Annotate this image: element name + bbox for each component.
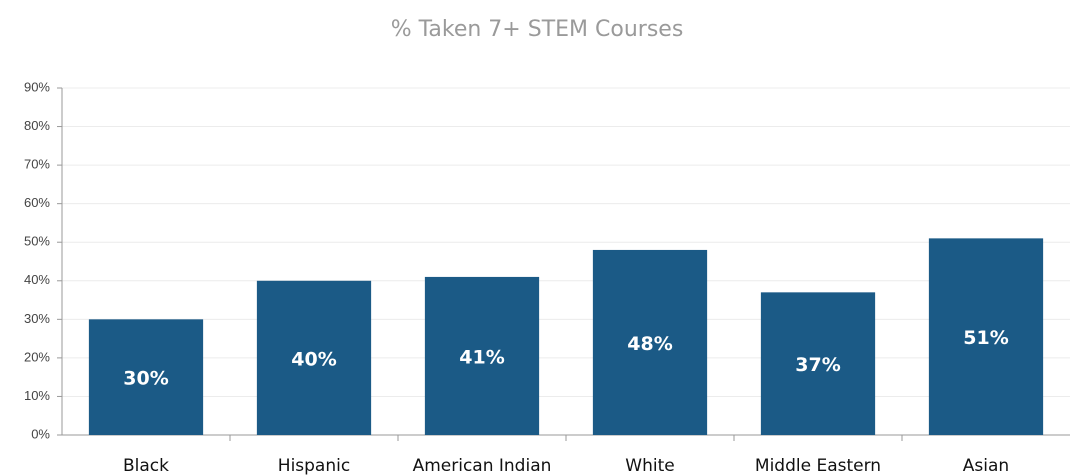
x-tick-label: White — [625, 456, 674, 476]
x-tick-label: Middle Eastern — [755, 456, 881, 476]
value-label: 41% — [459, 346, 504, 368]
x-tick-label: American Indian — [413, 456, 552, 476]
y-tick-label: 50% — [24, 234, 50, 249]
x-tick-label: Asian — [963, 456, 1009, 476]
bar — [928, 238, 1044, 435]
y-tick-label: 80% — [24, 118, 50, 133]
bar — [88, 319, 204, 435]
y-tick-label: 20% — [24, 349, 50, 364]
y-tick-label: 10% — [24, 388, 50, 403]
bar — [424, 276, 540, 435]
bar — [256, 280, 372, 435]
value-label: 30% — [123, 368, 168, 390]
y-tick-label: 90% — [24, 79, 50, 94]
x-tick-label: Black — [123, 456, 169, 476]
x-tick-label: Hispanic — [278, 456, 350, 476]
y-tick-label: 40% — [24, 272, 50, 287]
value-label: 40% — [291, 348, 336, 370]
chart-title: % Taken 7+ STEM Courses — [391, 17, 684, 42]
y-tick-label: 70% — [24, 157, 50, 172]
bar — [592, 249, 708, 435]
y-tick-label: 30% — [24, 311, 50, 326]
bar — [760, 292, 876, 435]
value-label: 37% — [795, 354, 840, 376]
value-label: 51% — [963, 327, 1008, 349]
y-tick-label: 60% — [24, 195, 50, 210]
value-label: 48% — [627, 333, 672, 355]
y-tick-label: 0% — [31, 426, 50, 441]
